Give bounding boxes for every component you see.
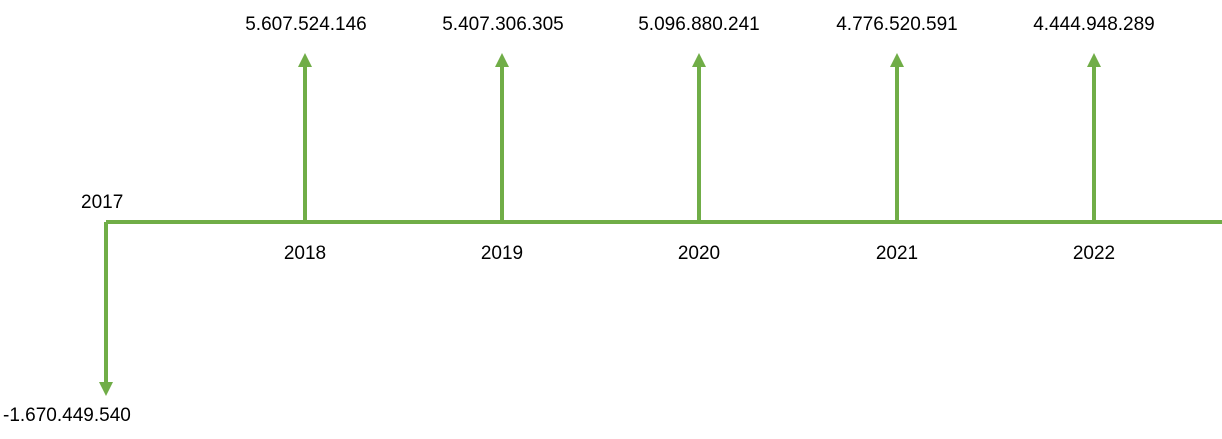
outflow-value-label: -1.670.449.540 (3, 405, 131, 426)
inflow-value-label: 5.407.306.305 (442, 14, 564, 35)
inflow-arrow-head (298, 53, 312, 67)
year-label: 2018 (283, 243, 327, 264)
year-label: 2019 (480, 243, 524, 264)
year-label: 2021 (875, 243, 919, 264)
inflow-arrow-head (1087, 53, 1101, 67)
inflow-value-label: 4.776.520.591 (836, 14, 958, 35)
inflow-arrow-head (495, 53, 509, 67)
inflow-value-label: 4.444.948.289 (1033, 14, 1155, 35)
year-label-initial: 2017 (81, 192, 124, 213)
year-label: 2022 (1072, 243, 1116, 264)
cash-flow-arrows (99, 53, 1101, 396)
inflow-value-label: 5.607.524.146 (245, 14, 367, 35)
inflow-value-label: 5.096.880.241 (638, 14, 760, 35)
outflow-arrow-head (99, 382, 113, 396)
year-label: 2020 (677, 243, 721, 264)
inflow-arrow-head (890, 53, 904, 67)
inflow-arrow-head (692, 53, 706, 67)
